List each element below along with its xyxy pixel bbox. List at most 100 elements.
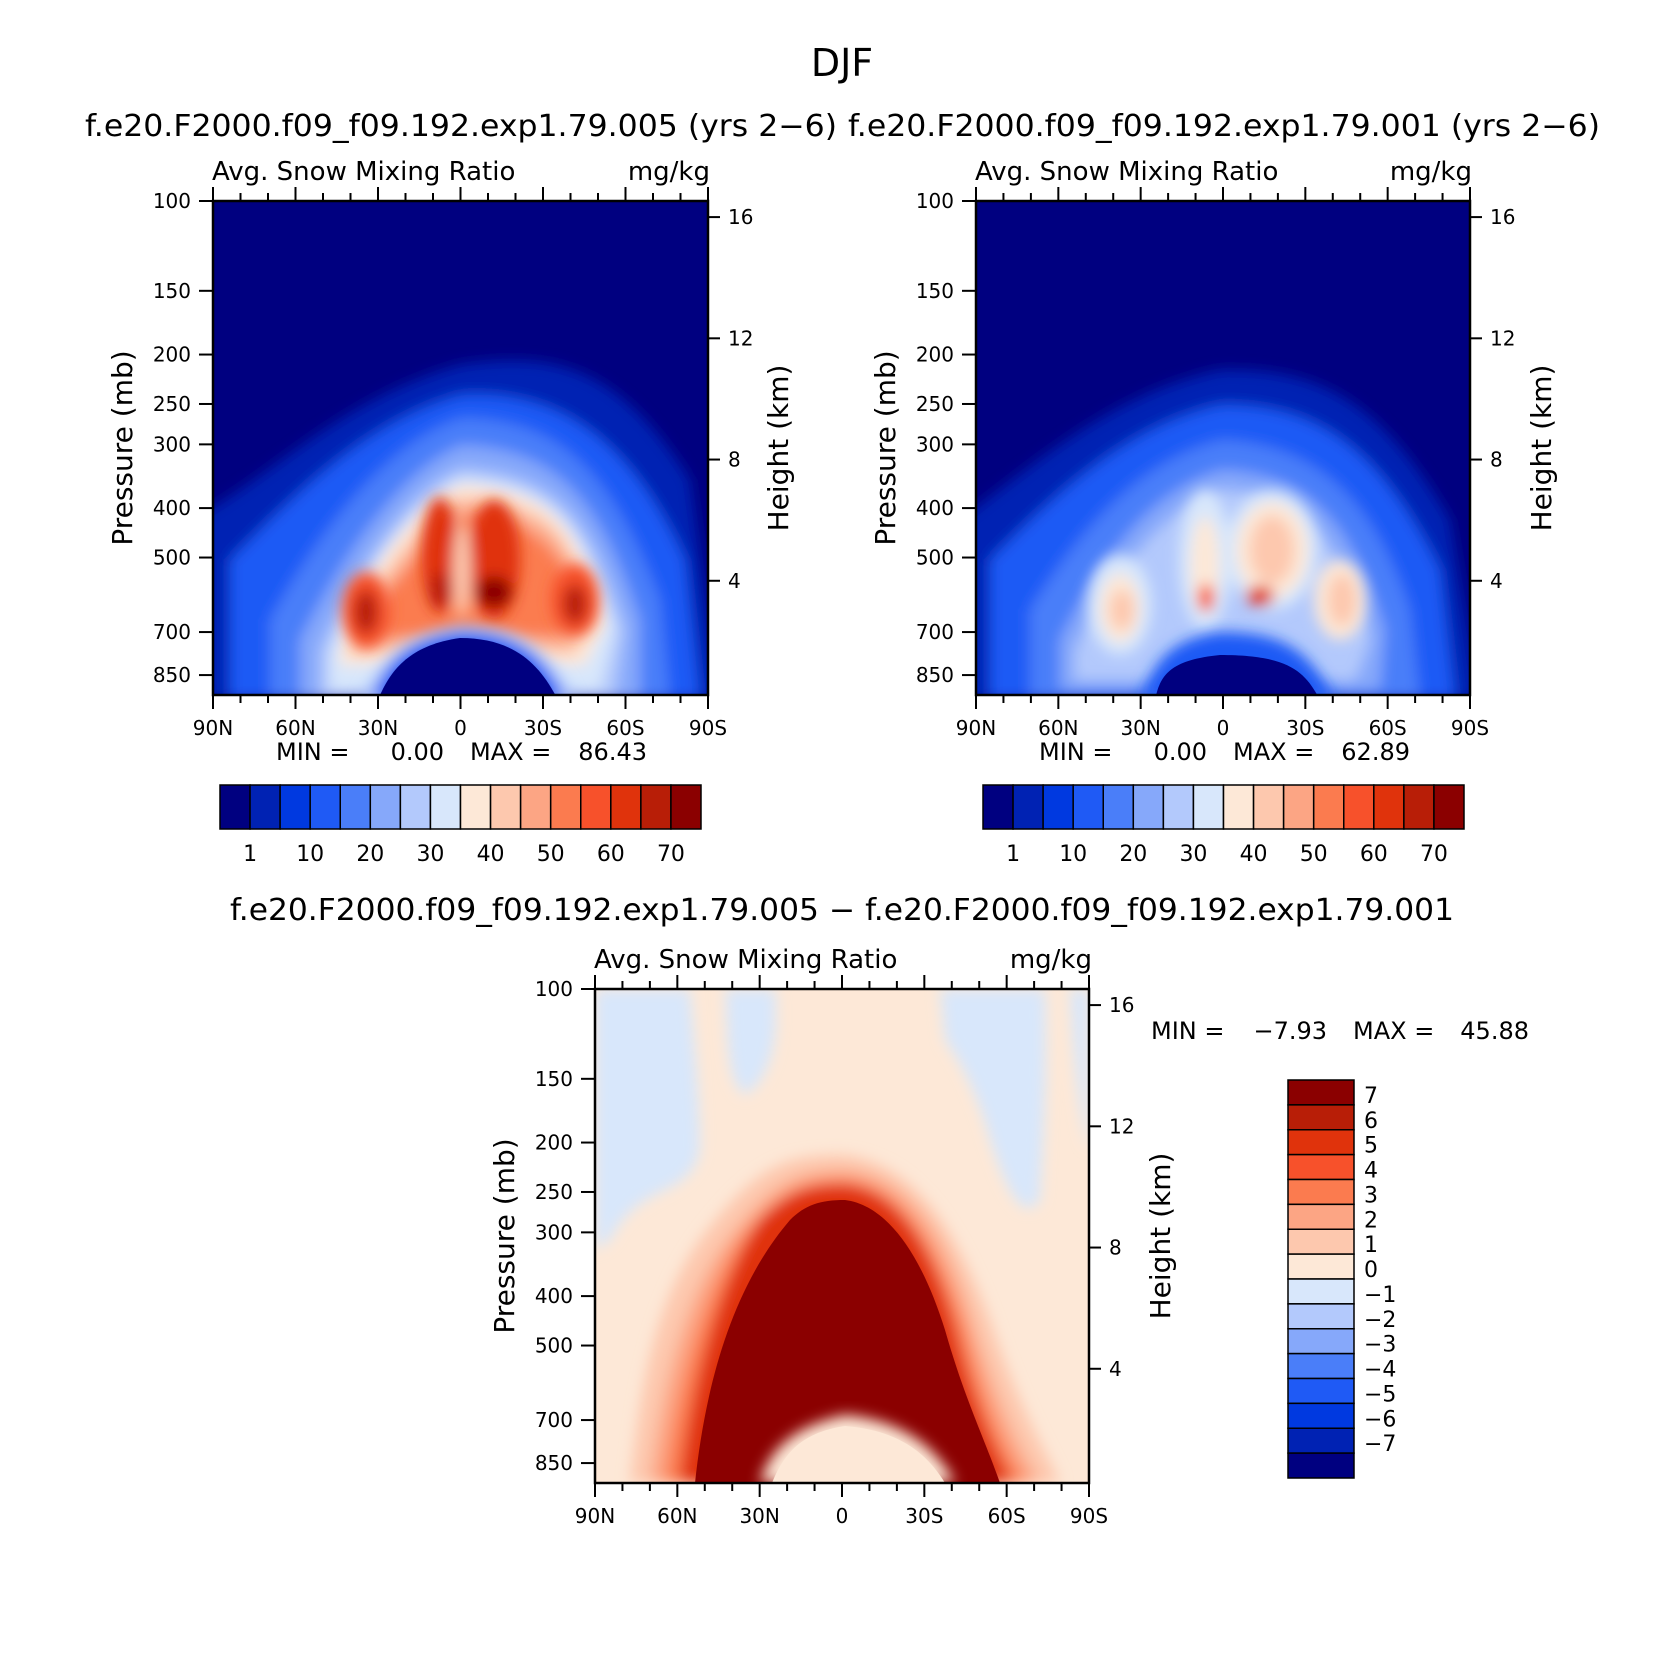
min-value-right: 0.00 [1154,738,1207,766]
lat-tick-label-right: 90S [1451,716,1489,740]
colorbar-label-diff: 2 [1364,1208,1378,1233]
pressure-tick-label-left: 100 [153,189,191,213]
ylabel-right-diff: Height (km) [1144,1153,1177,1320]
height-tick-label-left: 4 [728,569,741,593]
pressure-tick-label-right: 850 [916,663,954,687]
lat-tick-label-left: 90S [689,716,727,740]
min-label-right: MIN = [1039,738,1112,766]
colorbar-label-diff: 0 [1364,1258,1378,1283]
pressure-tick-label-diff: 200 [535,1131,573,1155]
pressure-tick-label-right: 200 [916,343,954,367]
pressure-tick-label-right: 500 [916,546,954,570]
colorbar-swatch-diff [1287,1153,1355,1181]
pressure-tick-label-right: 400 [916,496,954,520]
lat-tick-label-right: 30N [1120,716,1160,740]
colorbar-label-diff: −3 [1364,1333,1396,1358]
min-value-diff: −7.93 [1253,1017,1327,1045]
lat-tick-label-left: 0 [454,716,467,740]
ylabel-right-left: Height (km) [762,365,795,532]
colorbar-swatch-left [549,784,582,830]
colorbar-label-right: 20 [1119,842,1147,867]
colorbar-label-right: 30 [1179,842,1207,867]
lat-tick-label-left: 60N [275,716,315,740]
colorbar-swatch-right [1282,784,1315,830]
pressure-tick-label-left: 850 [153,663,191,687]
colorbar-swatch-left [610,784,642,830]
min-label-diff: MIN = [1151,1017,1224,1045]
axes-diff: 100 150 200 250 300 400 500 700 850 16 12 8 4 90N 60N 3… [535,975,1134,1528]
max-label-right: MAX = [1233,738,1314,766]
colorbar-swatch-left [249,784,281,830]
panel-left: f.e20.F2000.f09_f09.192.exp1.79.005 (yrs… [85,109,837,867]
pressure-tick-label-right: 150 [916,279,954,303]
height-tick-label-left: 16 [728,205,753,229]
height-tick-label-right: 16 [1490,205,1515,229]
lat-tick-label-diff: 30N [739,1504,779,1528]
colorbar-swatch-diff [1287,1377,1355,1405]
pressure-tick-label-left: 150 [153,279,191,303]
colorbar-label-diff: −6 [1364,1407,1396,1432]
colorbar-swatch-right [1373,784,1405,830]
colorbar-swatch-diff [1287,1228,1355,1255]
max-value-left: 86.43 [578,738,647,766]
colorbar-swatch-left [640,784,672,830]
colorbar-swatch-diff [1287,1253,1355,1280]
pressure-tick-label-right: 300 [916,432,954,456]
pressure-tick-label-left: 500 [153,546,191,570]
colorbar-label-left: 20 [356,842,384,867]
colorbar-swatch-right [1132,784,1165,830]
axes-left: 100 150 200 250 300 400 500 700 850 16 12 8 4 90N 60N 3… [153,187,753,740]
colorbar-swatch-left [309,784,341,830]
lat-tick-label-left: 60S [606,716,644,740]
colorbar-swatch-right [1433,784,1465,830]
figure-title: DJF [811,41,873,85]
colorbar-swatch-left [399,784,432,830]
lat-tick-label-right: 60N [1038,716,1078,740]
colorbar-label-right: 10 [1059,842,1087,867]
colorbar-swatch-diff [1287,1129,1355,1156]
ylabel-right-right: Height (km) [1525,365,1558,532]
panel-diff: f.e20.F2000.f09_f09.192.exp1.79.005 − f.… [230,893,1529,1528]
panel-right: f.e20.F2000.f09_f09.192.exp1.79.001 (yrs… [848,109,1600,867]
ylabel-left: Pressure (mb) [106,350,139,545]
var-label-right: Avg. Snow Mixing Ratio [975,157,1278,187]
pressure-tick-label-left: 700 [153,620,191,644]
colorbar-swatch-right [1072,784,1104,830]
height-tick-label-right: 8 [1490,448,1503,472]
case-title-diff: f.e20.F2000.f09_f09.192.exp1.79.005 − f.… [230,893,1454,928]
colorbar-swatch-diff [1287,1452,1355,1479]
pressure-tick-label-diff: 850 [535,1451,573,1475]
colorbar-label-diff: −7 [1364,1432,1396,1457]
colorbar-swatch-left [459,784,492,830]
colorbar-swatch-diff [1287,1402,1355,1429]
colorbar-label-diff: −5 [1364,1382,1396,1407]
colorbar-swatch-left [519,784,552,830]
max-label-diff: MAX = [1353,1017,1434,1045]
colorbar-label-right: 40 [1240,842,1268,867]
colorbar-label-right: 50 [1300,842,1328,867]
colorbar-swatch-diff [1287,1178,1355,1206]
lat-tick-label-right: 30S [1286,716,1324,740]
colorbar-swatch-diff [1287,1278,1355,1305]
pressure-tick-label-diff: 250 [535,1180,573,1204]
lat-tick-label-diff: 60N [657,1504,697,1528]
contour-field-diff [595,989,1089,1483]
colorbar-swatch-right [1042,784,1074,830]
colorbar-swatch-right [1403,784,1435,830]
case-title-right: f.e20.F2000.f09_f09.192.exp1.79.001 (yrs… [848,109,1600,144]
lat-tick-label-diff: 90S [1070,1504,1108,1528]
colorbar-swatch-left [670,784,702,830]
pressure-tick-label-diff: 150 [535,1067,573,1091]
colorbar-swatch-diff [1287,1427,1355,1454]
colorbar-label-diff: 3 [1364,1183,1378,1208]
lat-tick-label-left: 90N [193,716,233,740]
colorbar-swatch-diff [1287,1079,1355,1106]
pressure-tick-label-left: 400 [153,496,191,520]
colorbar-swatch-right [1102,784,1135,830]
colorbar-swatch-diff [1287,1303,1355,1330]
colorbar-swatch-diff [1287,1104,1355,1131]
lat-tick-label-diff: 60S [988,1504,1026,1528]
max-label-left: MAX = [470,738,551,766]
colorbar-left: 1 10 20 30 40 50 60 70 [219,784,702,867]
